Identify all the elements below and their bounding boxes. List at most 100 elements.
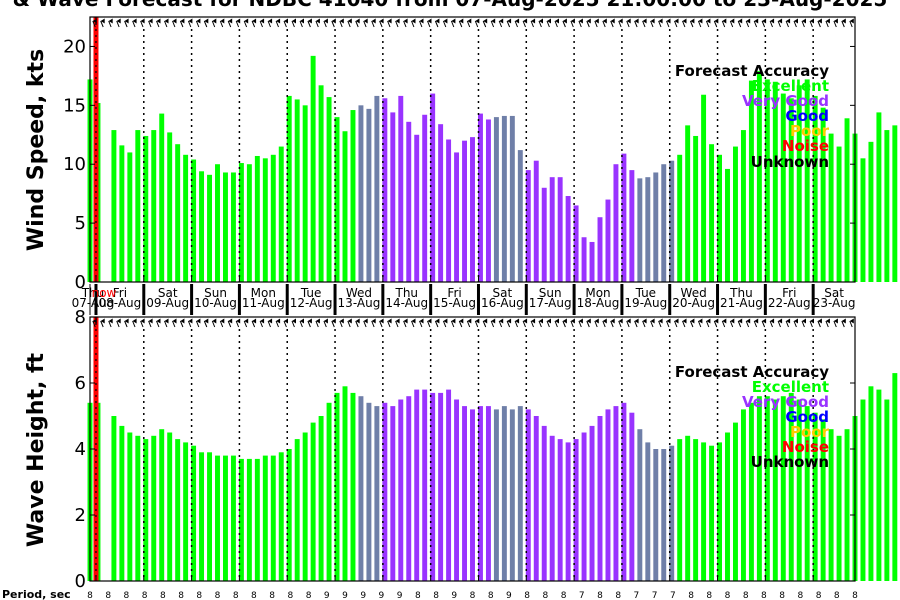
direction-arrowhead [379,318,384,324]
bar [748,80,754,282]
bar [199,452,205,581]
day-date: 09-Aug [146,296,189,310]
direction-arrow [395,320,399,328]
direction-arrow [148,320,152,328]
bar [183,154,189,282]
direction-arrowhead [435,18,440,24]
direction-arrowhead [674,318,679,324]
bar [796,85,802,282]
direction-arrowhead [156,18,161,24]
direction-arrowhead [172,318,177,324]
bar [661,164,667,282]
direction-arrow [705,320,710,328]
day-axis-labels: Thu07-AugFri08-AugSat09-AugSun10-AugMon1… [72,284,855,315]
direction-arrow [355,20,359,28]
direction-arrow [419,320,423,328]
y-tick-label: 0 [75,571,86,592]
direction-arrowhead [586,18,591,24]
direction-arrowhead [602,18,607,24]
direction-arrowhead [300,18,304,24]
plot-frame [89,16,856,283]
bar [613,164,619,282]
bar [254,458,260,581]
bar [238,458,244,581]
bar [191,445,197,581]
direction-arrowhead [427,318,432,324]
period-value: 8 [488,591,494,600]
wave-height-bars [87,373,898,581]
bar [685,125,691,282]
bar [119,425,125,581]
period-value: 8 [87,591,93,600]
period-value: 8 [761,591,767,600]
direction-arrow [132,20,136,28]
direction-arrow [100,20,104,28]
direction-arrowhead [642,318,647,324]
bar [605,409,611,581]
direction-arrow [116,320,120,328]
direction-arrow [761,20,766,28]
direction-arrowhead [387,318,392,324]
bar [733,422,738,581]
bar [270,455,276,581]
direction-arrow [434,20,439,28]
direction-arrowhead [148,18,153,24]
bar [119,145,125,282]
direction-arrowhead [738,318,743,324]
direction-arrowhead [531,318,536,324]
legend-title: Forecast Accuracy [675,363,829,381]
direction-arrow [323,20,327,28]
bar [175,144,181,282]
period-value: 8 [743,591,749,600]
bar [382,98,388,283]
direction-arrow [156,320,160,328]
direction-arrowhead [706,318,711,324]
direction-arrowhead [682,318,687,324]
day-name: Thu [729,286,753,300]
period-value: 8 [178,591,184,600]
legend-excellent: Excellent [752,77,829,95]
direction-arrow [546,20,550,28]
direction-arrow [538,320,542,328]
direction-arrow [108,20,112,28]
direction-arrowhead [714,18,719,24]
direction-arrowhead [92,18,97,24]
day-date: 17-Aug [529,296,572,310]
y-axis-label-wave: Wave Height, ft [24,352,49,547]
direction-arrowhead [762,318,767,324]
direction-arrowhead [690,18,695,24]
bar [597,217,603,282]
bar [780,93,786,282]
direction-arrow [682,320,686,328]
chart-title: & Wave Forecast for NDBC 41040 from 07-A… [13,0,888,11]
direction-arrow [785,20,789,28]
bar [215,455,220,581]
direction-arrowhead [164,18,169,24]
bar [183,442,189,581]
direction-arrowhead [642,18,647,24]
direction-arrowhead [722,18,727,24]
direction-arrowhead [754,318,759,324]
bar [207,452,212,581]
direction-arrow [211,20,216,28]
direction-arrowhead [594,318,599,324]
bar [262,158,268,282]
period-value: 8 [615,591,621,600]
y-tick-label: 5 [75,213,86,234]
bar [302,105,308,282]
period-value: 8 [124,591,130,600]
day-name: Thu [81,286,105,300]
day-date: 15-Aug [433,296,476,310]
direction-arrowhead [116,318,121,324]
direction-arrow [140,20,144,28]
direction-arrowhead [610,318,615,324]
wind-speed-bars [87,55,898,283]
bar [884,130,890,282]
bar [876,389,882,581]
direction-arrowhead [841,318,846,324]
direction-arrow [809,320,813,328]
period-value: 8 [779,591,785,600]
bar [207,174,212,282]
bar [294,99,300,282]
direction-arrow [156,20,160,28]
